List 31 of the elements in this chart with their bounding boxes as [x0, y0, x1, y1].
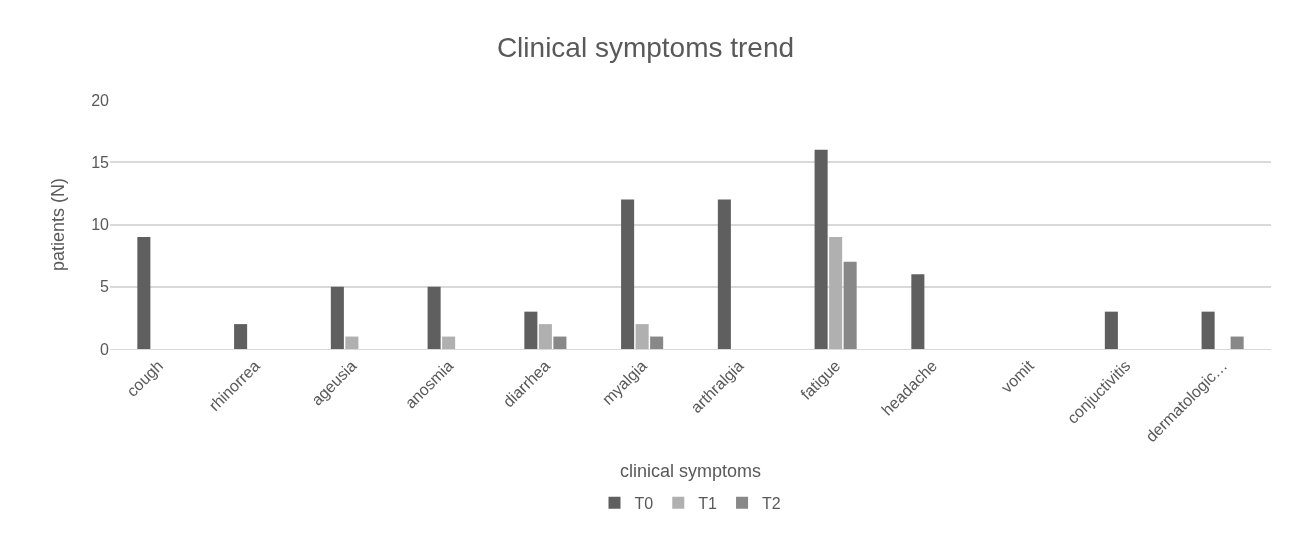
bar: [650, 336, 664, 349]
bar: [814, 149, 828, 349]
bar: [843, 261, 857, 349]
bar: [538, 324, 552, 349]
bar: [345, 336, 359, 349]
bar: [621, 199, 635, 349]
chart-title: Clinical symptoms trend: [496, 31, 795, 63]
bar: [1230, 336, 1244, 349]
bar: [234, 324, 248, 349]
y-tick-label: 20: [91, 91, 110, 109]
bar: [524, 311, 538, 349]
bar: [635, 324, 649, 349]
legend-label: T2: [762, 495, 781, 513]
bar: [1104, 311, 1118, 349]
bar: [553, 336, 567, 349]
bar: [1201, 311, 1215, 349]
bar: [829, 236, 843, 349]
y-tick-label: 15: [91, 153, 110, 171]
bar: [442, 336, 456, 349]
legend-label: T0: [634, 495, 654, 513]
x-axis-title: clinical symptoms: [619, 461, 762, 482]
bar: [427, 286, 441, 349]
bar: [137, 236, 151, 349]
legend-label: T1: [698, 495, 718, 513]
y-axis-title: patients (N): [48, 177, 68, 272]
bar: [330, 286, 344, 349]
y-tick-label: 0: [100, 340, 110, 358]
bar: [717, 199, 731, 349]
y-tick-label: 5: [100, 278, 110, 296]
bar: [911, 274, 925, 349]
y-tick-label: 10: [91, 216, 110, 234]
